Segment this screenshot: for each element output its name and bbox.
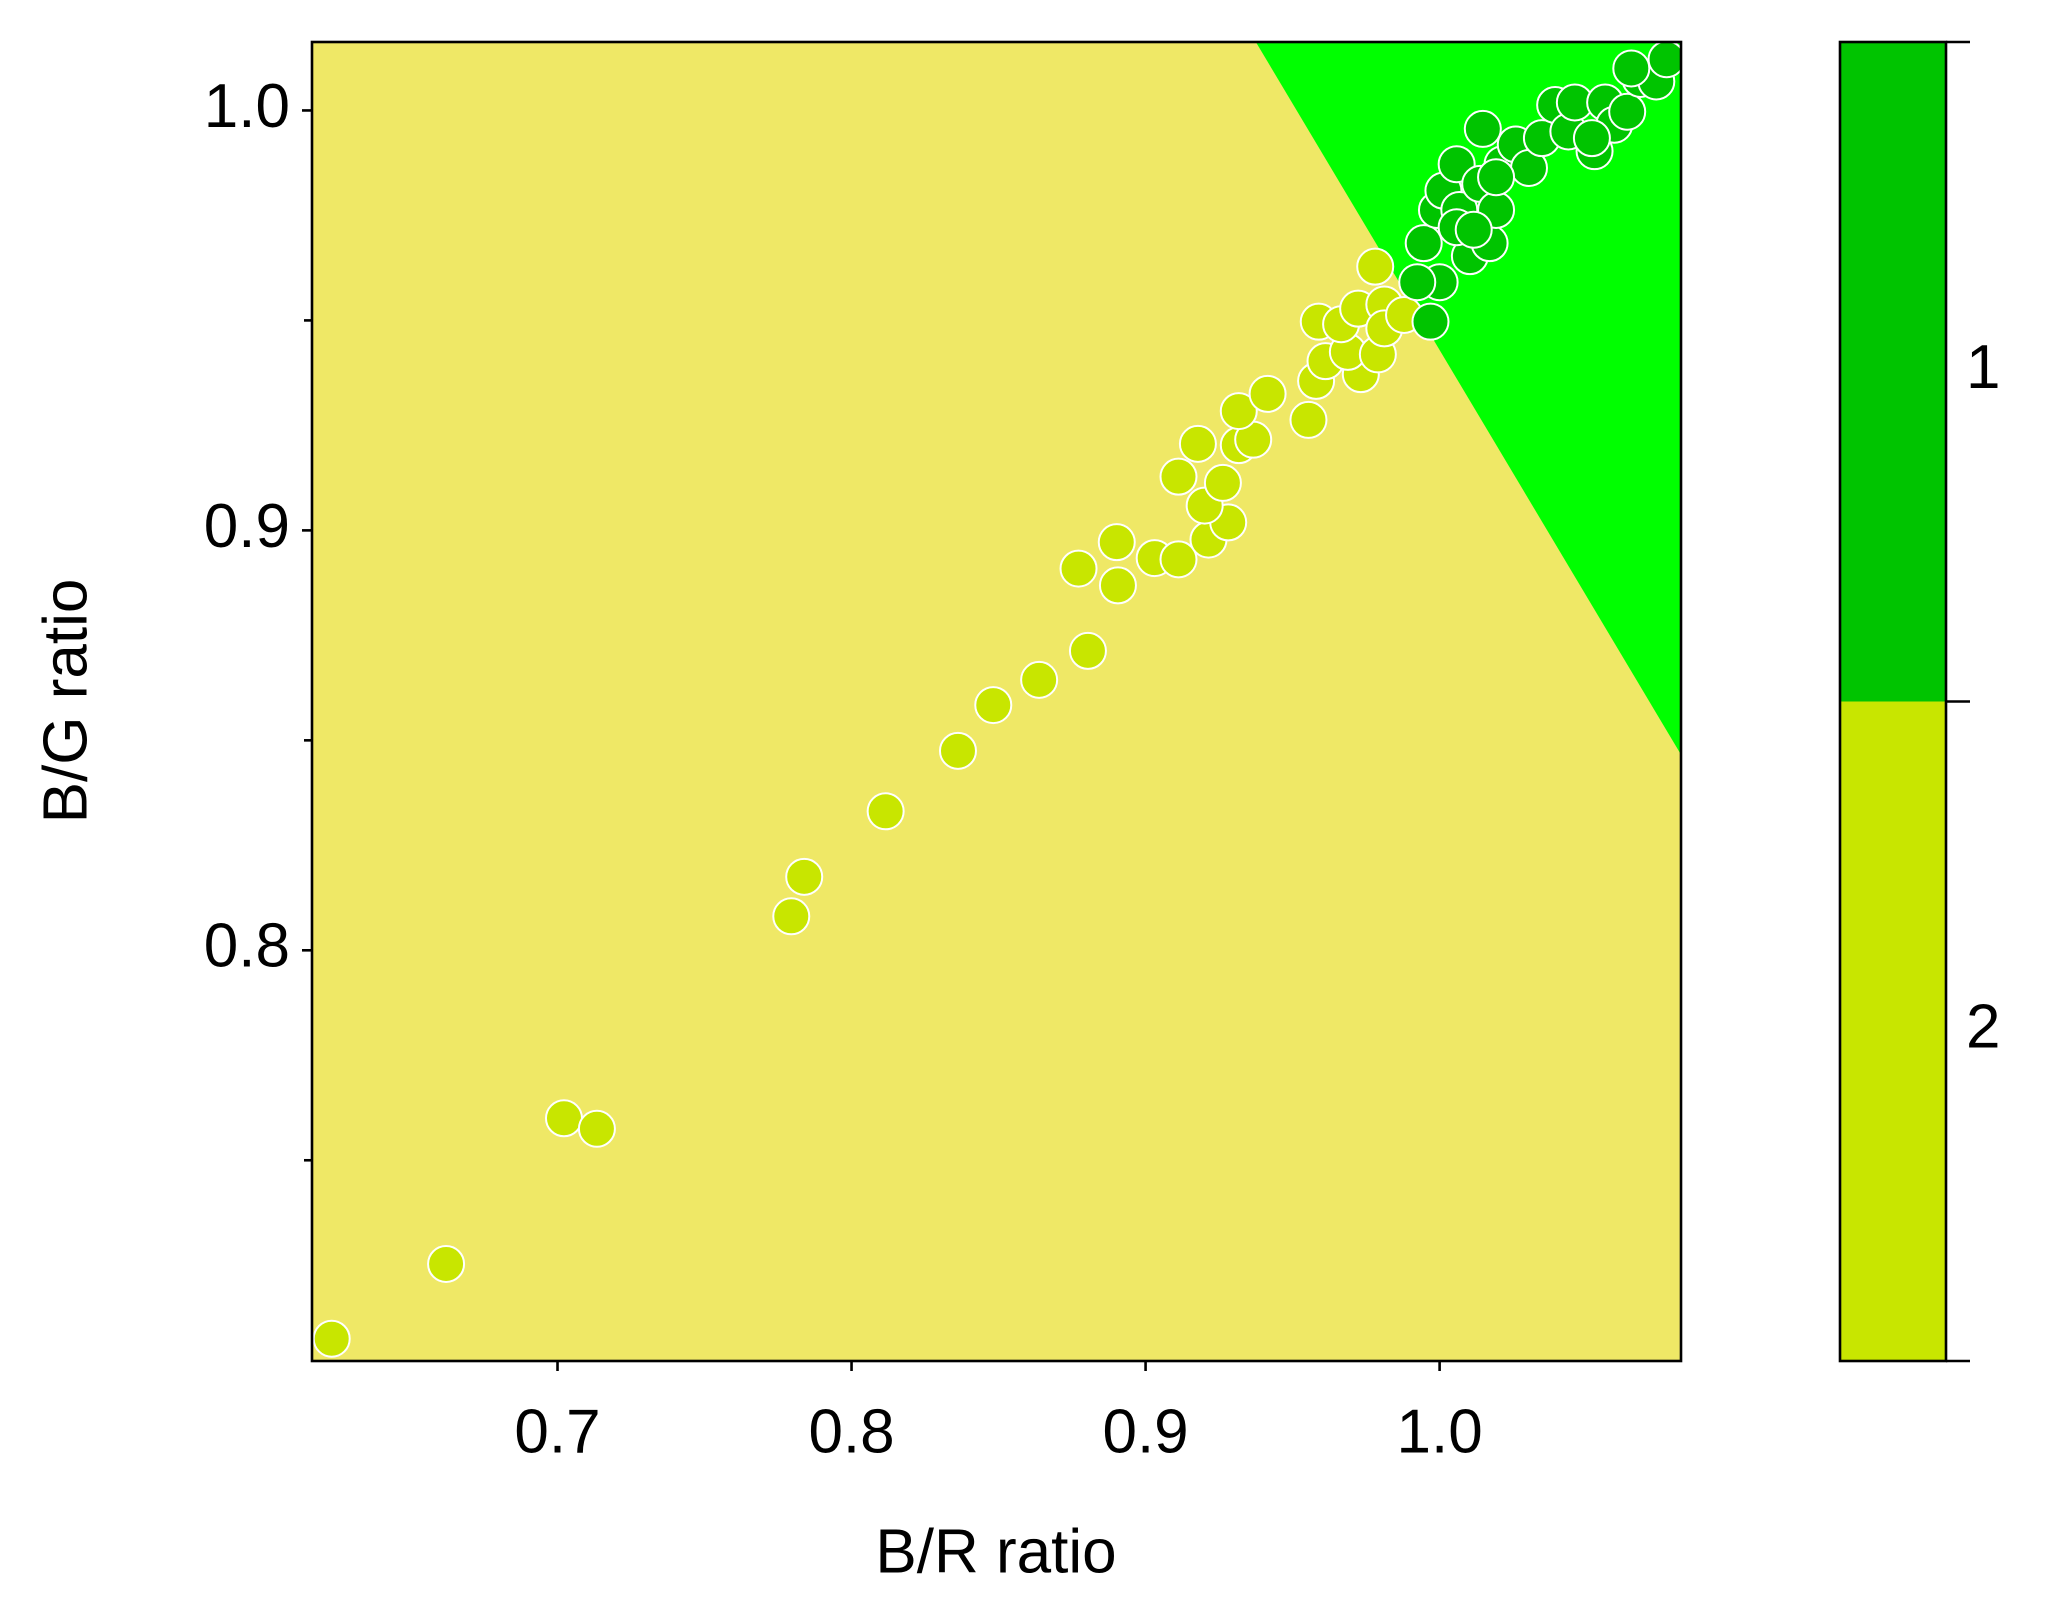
point <box>1612 49 1651 88</box>
legend-swatch <box>1840 42 1946 702</box>
point <box>1178 424 1217 463</box>
point <box>974 686 1013 725</box>
legend-swatch <box>1840 701 1946 1361</box>
plot-area <box>312 42 1681 1361</box>
point <box>785 857 824 896</box>
y-tick-label: 0.8 <box>204 912 290 981</box>
point <box>1068 631 1107 670</box>
point <box>544 1099 583 1138</box>
point <box>427 1244 466 1283</box>
x-tick-label: 0.9 <box>1102 1397 1188 1466</box>
plot-frame <box>310 40 1683 1363</box>
point <box>1248 374 1287 413</box>
point <box>1289 400 1328 439</box>
point <box>1020 660 1059 699</box>
point <box>577 1109 616 1148</box>
x-tick-label: 0.7 <box>514 1397 600 1466</box>
point <box>1356 247 1395 286</box>
point <box>938 731 977 770</box>
point <box>1411 302 1450 341</box>
point <box>312 1319 351 1358</box>
y-tick-label: 1.0 <box>204 72 290 141</box>
y-tick-label: 0.9 <box>204 492 290 561</box>
point <box>866 792 905 831</box>
point <box>1159 540 1198 579</box>
x-tick-label: 0.8 <box>808 1397 894 1466</box>
legend-label: 2 <box>1966 993 2000 1062</box>
point <box>1098 566 1137 605</box>
point <box>1203 463 1242 502</box>
point <box>1647 42 1681 79</box>
y-axis-label: B/G ratio <box>31 579 100 824</box>
point <box>1572 119 1611 158</box>
legend-label: 1 <box>1966 333 2000 402</box>
point <box>1219 392 1258 431</box>
x-tick-label: 1.0 <box>1397 1397 1483 1466</box>
point <box>1404 224 1443 263</box>
point <box>1159 457 1198 496</box>
point <box>1059 549 1098 588</box>
region <box>1255 42 1681 755</box>
x-axis-label: B/R ratio <box>875 1517 1116 1586</box>
point <box>1097 523 1136 562</box>
point <box>1463 109 1502 148</box>
point <box>1608 92 1647 131</box>
point <box>772 897 811 936</box>
point <box>1398 263 1437 302</box>
point <box>1454 210 1493 249</box>
point <box>1477 158 1516 197</box>
